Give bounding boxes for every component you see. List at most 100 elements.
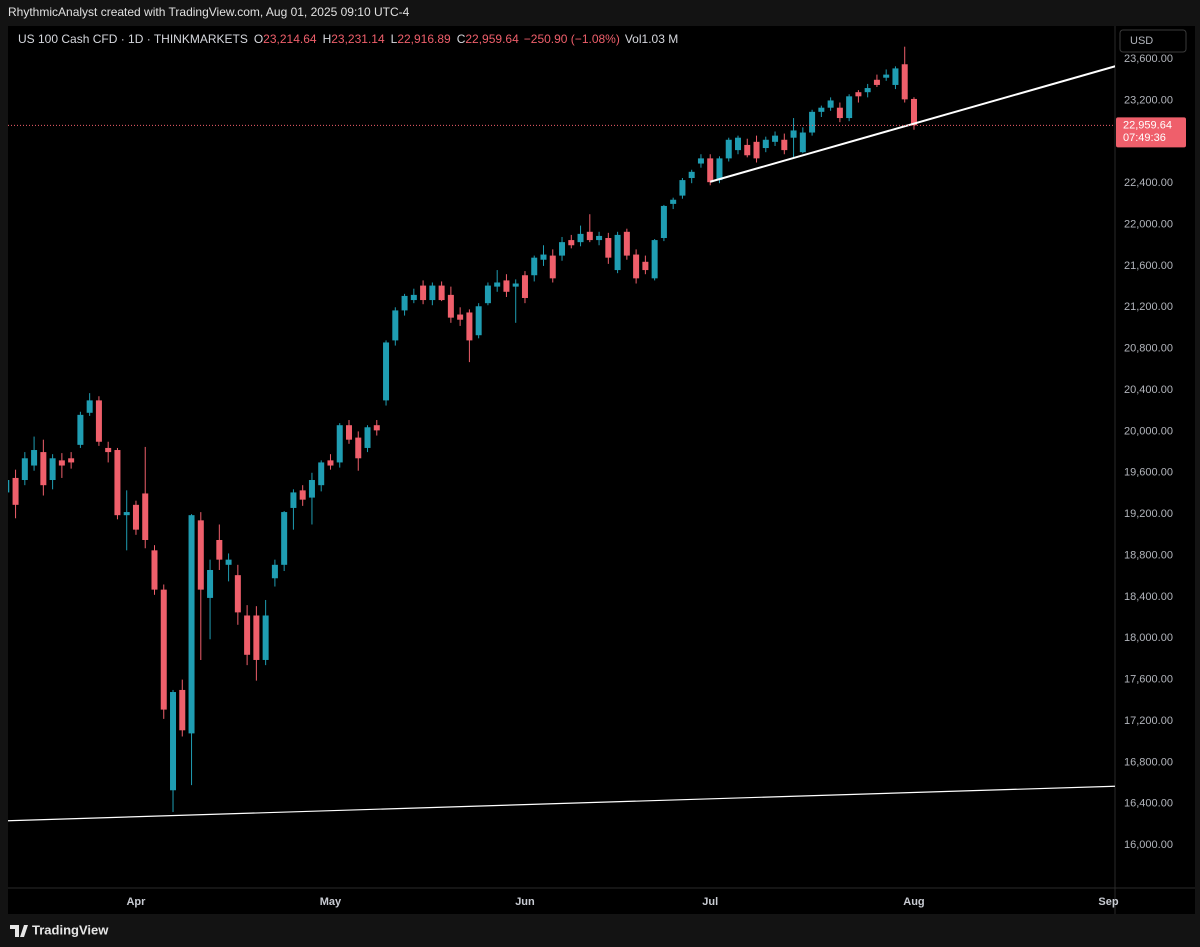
candle-body — [86, 400, 93, 413]
candle-body — [586, 231, 593, 241]
candle-body — [410, 294, 417, 301]
candle-body — [531, 257, 538, 276]
candle-body — [892, 68, 899, 85]
legend-text: US 100 Cash CFD · 1D · THINKMARKETS O23,2… — [18, 32, 678, 46]
candle-body — [68, 458, 75, 463]
ohlc-key: C — [457, 32, 466, 46]
candle-body — [364, 427, 371, 448]
candle-body — [512, 283, 519, 287]
candle-body — [420, 285, 427, 301]
x-tick-label: Aug — [903, 896, 924, 908]
currency-box[interactable] — [1119, 29, 1187, 53]
candle-body — [910, 98, 917, 126]
y-tick-label: 16,400.00 — [1124, 798, 1173, 810]
candle-body — [651, 240, 658, 279]
trendline[interactable] — [6, 785, 1117, 822]
candle-body — [781, 139, 788, 151]
candle-body — [642, 261, 649, 271]
candle-body — [873, 79, 880, 85]
candle-body — [725, 139, 732, 159]
candle-body — [207, 569, 214, 598]
candle-body — [697, 158, 704, 164]
candle-body — [392, 310, 399, 341]
x-tick-label: Sep — [1098, 896, 1118, 908]
candle-body — [772, 135, 779, 142]
candle-body — [855, 92, 862, 97]
candle-body — [345, 425, 352, 440]
candle-body — [160, 589, 167, 710]
candle-body — [457, 314, 464, 320]
y-tick-label: 22,000.00 — [1124, 218, 1173, 230]
candle-body — [521, 275, 528, 298]
candle-body — [290, 492, 297, 508]
candle-body — [40, 452, 47, 486]
y-tick-label: 19,600.00 — [1124, 467, 1173, 479]
candle-body — [633, 254, 640, 279]
ohlc-value: 22,959.64 — [465, 32, 519, 46]
last-price-label: 22,959.64 — [1123, 120, 1172, 132]
candle-body — [188, 515, 195, 734]
y-tick-label: 17,200.00 — [1124, 715, 1173, 727]
candle-body — [614, 234, 621, 271]
candle-body — [179, 689, 186, 731]
y-tick-label: 21,200.00 — [1124, 301, 1173, 313]
candle-body — [355, 437, 362, 459]
candle-body — [49, 458, 56, 481]
candle-body — [151, 550, 158, 590]
candle-body — [818, 107, 825, 112]
footer-logo[interactable]: TradingView — [10, 922, 109, 938]
candle-body — [494, 282, 501, 287]
candle-body — [336, 425, 343, 463]
y-tick-label: 18,800.00 — [1124, 549, 1173, 561]
candle-body — [503, 280, 510, 292]
candle-body — [77, 414, 84, 445]
candle-body — [670, 199, 677, 204]
candle-body — [373, 425, 380, 431]
trendline[interactable] — [709, 65, 1118, 183]
y-tick-label: 18,000.00 — [1124, 632, 1173, 644]
candle-body — [281, 512, 288, 565]
candle-body — [605, 238, 612, 258]
candle-body — [549, 255, 556, 279]
candle-body — [790, 130, 797, 138]
candle-body — [327, 460, 334, 466]
y-tick-label: 16,800.00 — [1124, 756, 1173, 768]
currency[interactable]: USD — [1130, 35, 1153, 47]
candle-body — [753, 141, 760, 159]
candle-body — [216, 539, 223, 560]
symbol: US 100 Cash CFD · 1D · THINKMARKETS — [18, 32, 248, 46]
footer-brand[interactable]: TradingView — [32, 922, 109, 937]
plot-area — [6, 46, 1118, 822]
candle-body — [271, 564, 278, 579]
candle-body — [170, 692, 177, 791]
candle-body — [21, 458, 28, 481]
change: −250.90 (−1.08%) — [524, 32, 620, 46]
x-tick-label: Jul — [702, 896, 718, 908]
candle-body — [308, 480, 315, 498]
candle-body — [58, 460, 65, 466]
candle-body — [577, 233, 584, 243]
candle-body — [734, 137, 741, 151]
time-axis: Apr May Jun Jul Aug Sep — [126, 896, 1118, 908]
candle-body — [762, 139, 769, 149]
ohlc-key: H — [323, 32, 332, 46]
candle-body — [707, 158, 714, 183]
y-tick-label: 20,400.00 — [1124, 384, 1173, 396]
candle-body — [123, 512, 130, 516]
candle-body — [827, 100, 834, 108]
candle-body — [744, 144, 751, 156]
candle-body — [12, 477, 19, 505]
candle-body — [299, 490, 306, 500]
ohlc-key: L — [391, 32, 398, 46]
candle-body — [262, 615, 269, 660]
candle-body — [105, 447, 112, 453]
x-tick-label: May — [320, 896, 342, 908]
candle-body — [383, 342, 390, 401]
legend: US 100 Cash CFD · 1D · THINKMARKETS O23,2… — [18, 32, 678, 46]
candle-body — [142, 493, 149, 540]
candle-body — [31, 450, 38, 466]
candle-body — [318, 462, 325, 486]
logo-icon — [10, 925, 28, 937]
